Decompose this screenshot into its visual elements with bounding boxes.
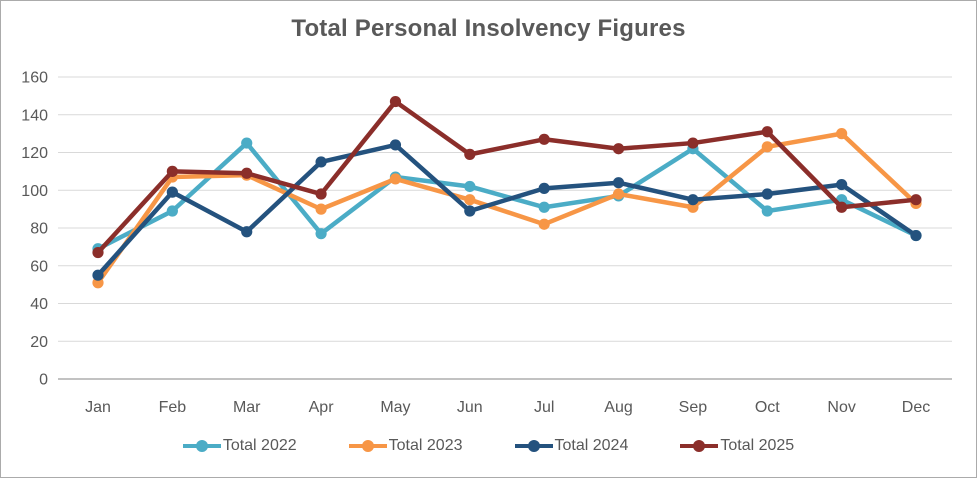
x-tick-label-feb: Feb	[159, 399, 187, 416]
data-point-total-2024-mar	[241, 226, 253, 238]
data-point-total-2024-jan	[92, 269, 104, 281]
series-line-total-2024	[95, 142, 919, 278]
legend-item-total-2022: Total 2022	[182, 437, 297, 455]
data-point-total-2025-jul	[538, 133, 550, 145]
y-tick-label: 0	[39, 372, 48, 389]
y-tick-label: 100	[21, 183, 48, 200]
data-point-total-2025-feb	[166, 165, 178, 177]
legend-label-total-2022: Total 2022	[222, 437, 297, 454]
data-point-total-2024-jun	[464, 205, 476, 217]
data-point-total-2024-dec	[910, 229, 922, 242]
data-point-total-2023-nov	[836, 128, 848, 140]
x-tick-label-mar: Mar	[233, 399, 261, 416]
y-tick-label: 140	[21, 107, 48, 124]
data-point-total-2024-may	[389, 139, 402, 151]
data-point-total-2025-may	[389, 95, 402, 108]
legend-item-total-2024: Total 2024	[514, 437, 629, 455]
legend-label-total-2023: Total 2023	[388, 437, 463, 454]
x-tick-label-jan: Jan	[85, 399, 111, 416]
data-point-total-2024-feb	[166, 186, 178, 198]
chart-legend: Total 2022 Total 2023 Total 2024 Total 2025	[1, 437, 976, 455]
data-point-total-2022-apr	[315, 228, 327, 240]
data-point-total-2023-jun	[464, 194, 476, 206]
series-line-total-2022	[95, 140, 919, 252]
x-tick-label-oct: Oct	[755, 399, 780, 416]
x-tick-label-jun: Jun	[457, 399, 483, 416]
data-point-total-2025-apr	[315, 188, 327, 200]
data-point-total-2024-sep	[687, 194, 699, 206]
legend-marker-icon-total-2025	[680, 440, 719, 453]
y-tick-label: 160	[21, 70, 48, 87]
data-point-total-2025-jun	[464, 148, 476, 160]
legend-label-total-2024: Total 2024	[554, 437, 629, 454]
data-point-total-2023-may	[389, 173, 402, 185]
y-tick-label: 80	[30, 221, 48, 238]
y-tick-label: 20	[30, 334, 48, 351]
data-point-total-2022-jul	[538, 201, 550, 213]
x-tick-label-aug: Aug	[604, 399, 632, 416]
data-point-total-2025-oct	[761, 126, 773, 138]
data-point-total-2025-aug	[612, 143, 625, 155]
legend-marker-icon-total-2023	[348, 440, 387, 453]
data-point-total-2025-nov	[836, 201, 848, 213]
data-point-total-2024-aug	[612, 177, 625, 189]
data-point-total-2025-mar	[241, 167, 253, 179]
y-tick-label: 40	[30, 296, 48, 313]
legend-label-total-2025: Total 2025	[720, 437, 795, 454]
data-point-total-2025-jan	[92, 246, 104, 259]
legend-marker-icon-total-2024	[514, 440, 553, 453]
y-tick-label: 60	[30, 258, 48, 275]
x-tick-label-may: May	[380, 399, 410, 416]
data-point-total-2024-nov	[836, 178, 848, 191]
x-tick-label-apr: Apr	[309, 399, 335, 416]
series-line-total-2025	[95, 99, 919, 255]
data-point-total-2022-mar	[241, 137, 253, 149]
data-point-total-2022-jun	[464, 180, 476, 193]
data-point-total-2023-jul	[538, 218, 550, 230]
data-point-total-2025-sep	[687, 137, 699, 149]
data-point-total-2022-feb	[166, 205, 178, 217]
x-tick-label-jul: Jul	[534, 399, 554, 416]
data-point-total-2023-oct	[761, 141, 773, 153]
legend-marker-icon-total-2022	[182, 440, 221, 453]
legend-item-total-2025: Total 2025	[680, 437, 794, 455]
x-tick-label-dec: Dec	[902, 399, 930, 416]
data-point-total-2023-aug	[612, 188, 625, 200]
data-point-total-2024-jul	[538, 182, 550, 194]
data-point-total-2024-oct	[761, 188, 773, 200]
x-tick-label-sep: Sep	[679, 399, 708, 416]
data-point-total-2022-oct	[761, 205, 773, 217]
data-point-total-2025-dec	[910, 194, 922, 206]
y-tick-label: 120	[21, 145, 48, 162]
legend-item-total-2023: Total 2023	[348, 437, 463, 455]
chart-title: Total Personal Insolvency Figures	[291, 15, 686, 42]
data-point-total-2024-apr	[315, 156, 327, 168]
x-tick-label-nov: Nov	[827, 399, 855, 416]
data-point-total-2023-apr	[315, 203, 327, 215]
